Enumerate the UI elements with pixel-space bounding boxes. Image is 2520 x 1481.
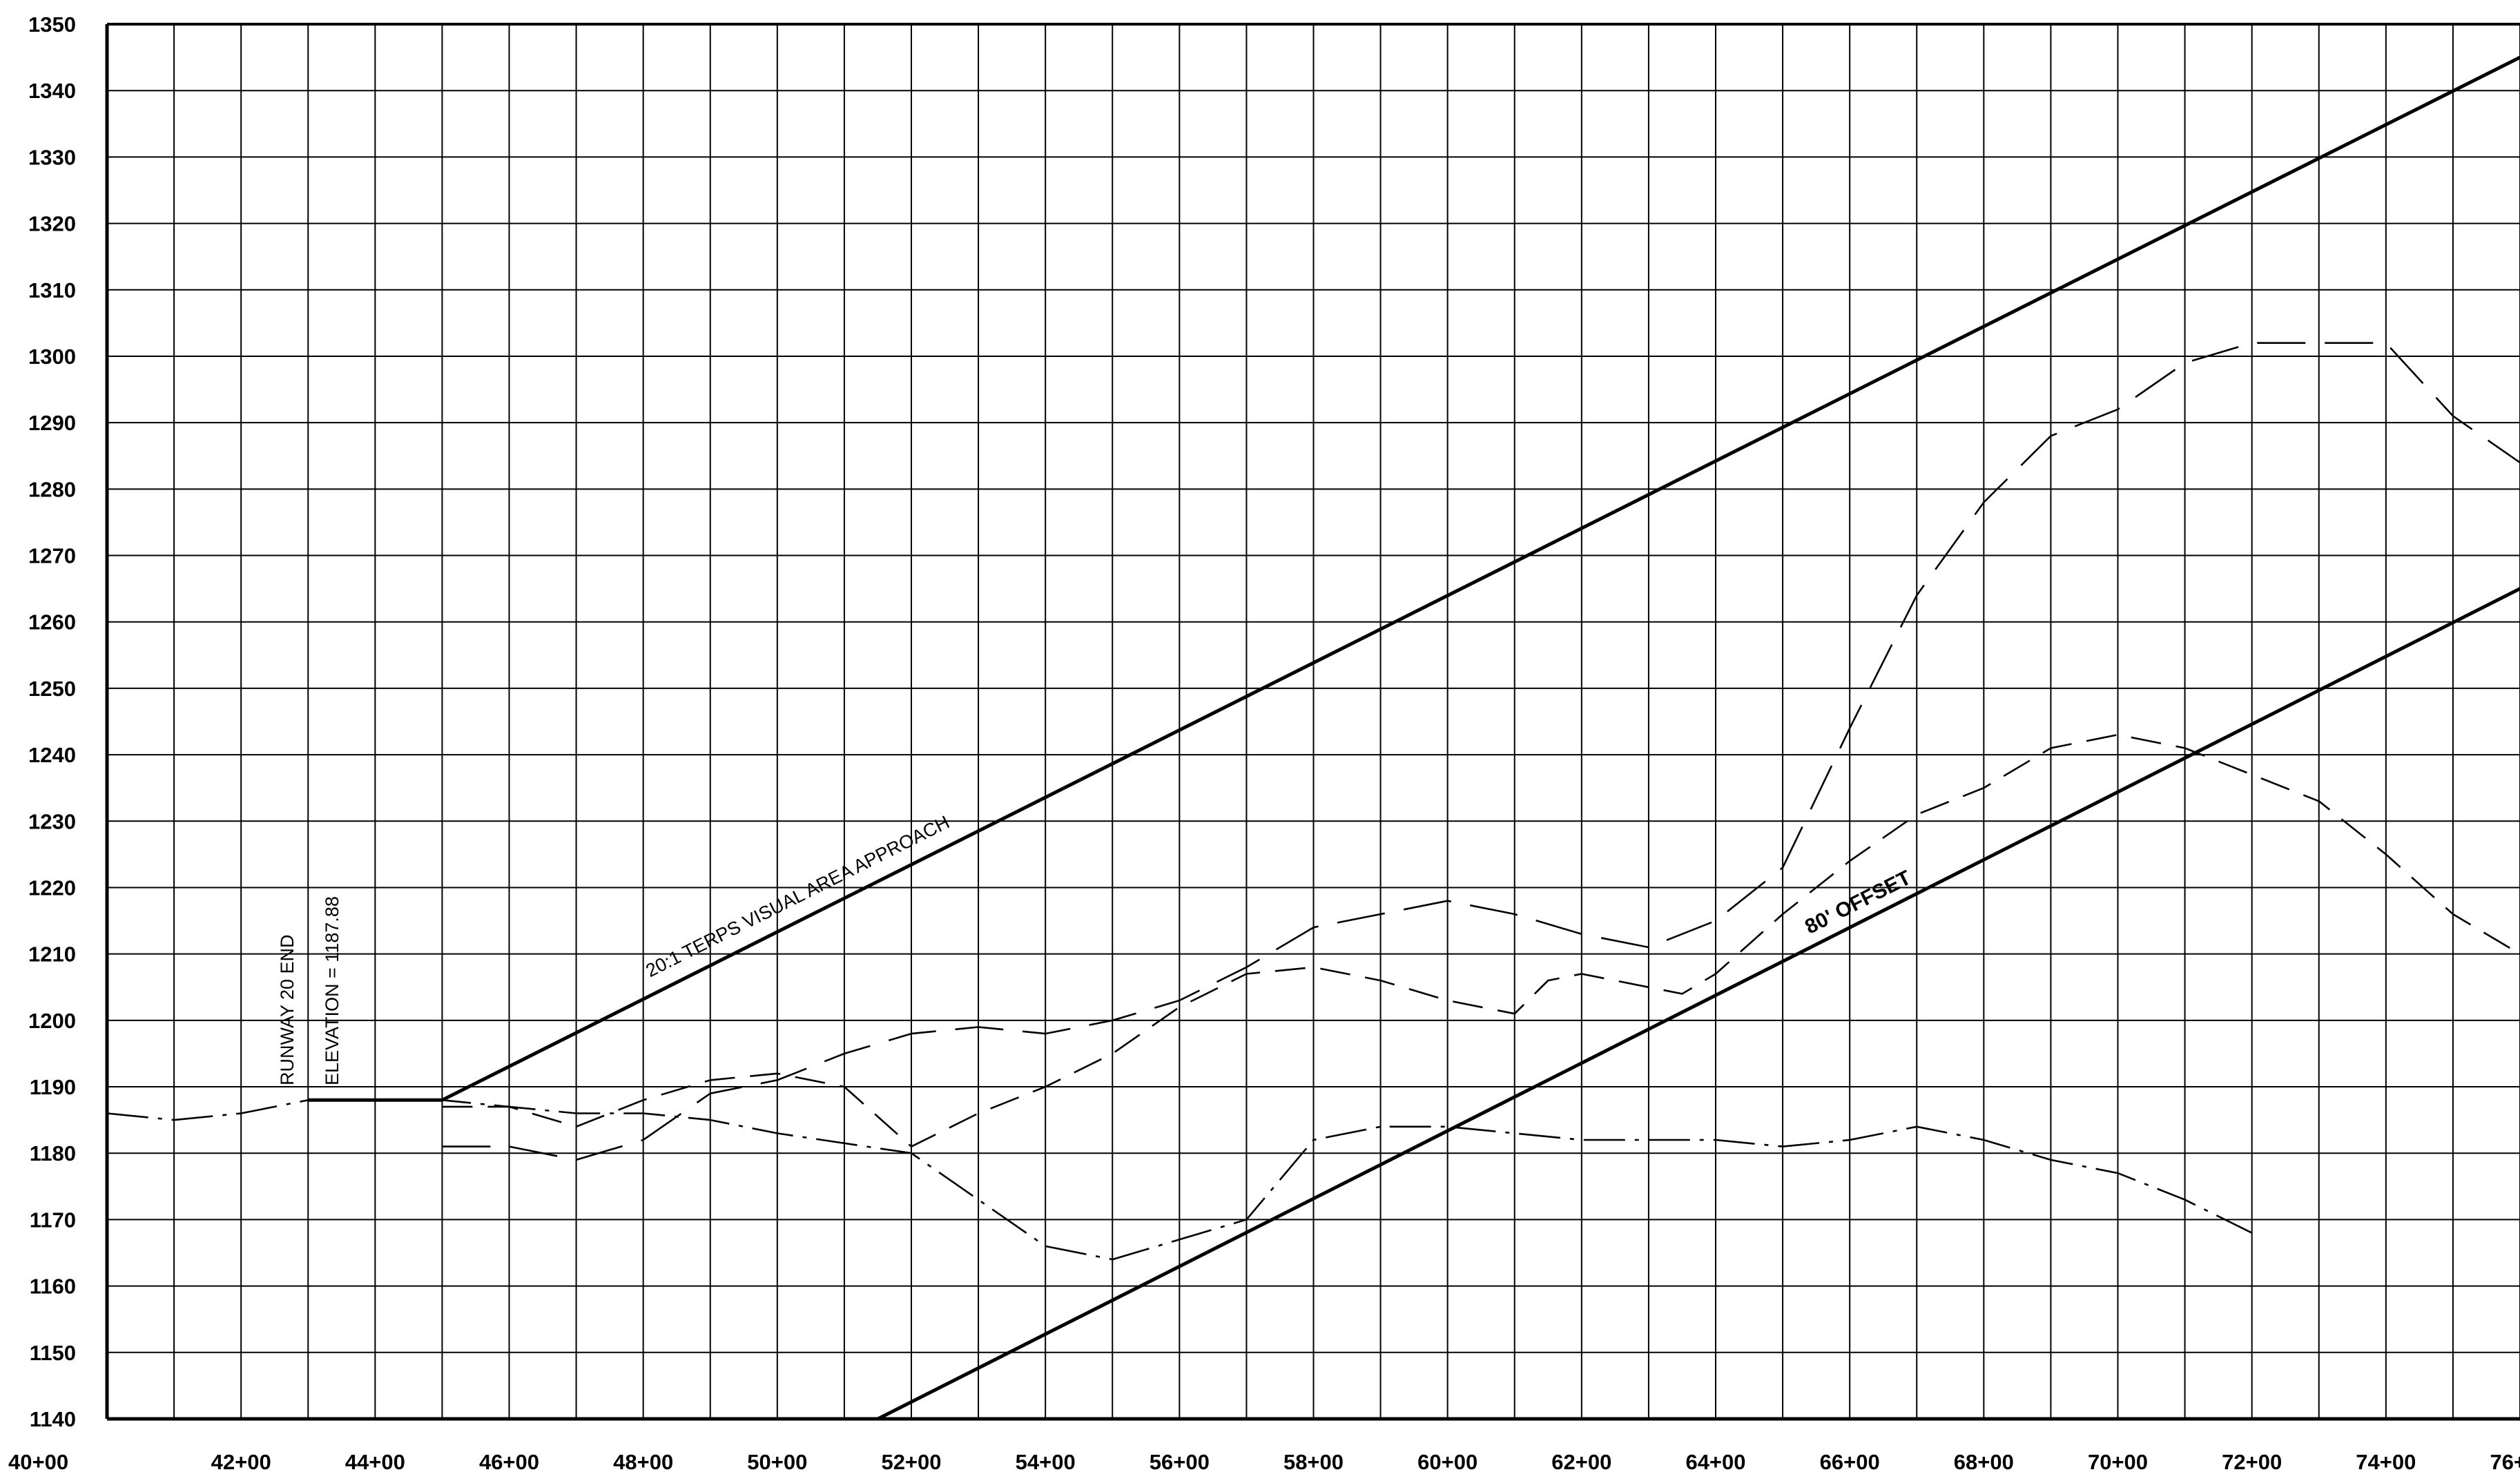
- y-tick-label: 1330: [28, 145, 76, 169]
- y-tick-label: 1300: [28, 345, 76, 369]
- x-tick-label: 68+00: [1954, 1450, 2014, 1474]
- y-tick-label: 1240: [28, 743, 76, 767]
- y-tick-label: 1210: [28, 942, 76, 967]
- runway-end-label: RUNWAY 20 END: [277, 934, 298, 1085]
- x-tick-label: 50+00: [747, 1450, 807, 1474]
- x-tick-label: 60+00: [1417, 1450, 1477, 1474]
- y-tick-label: 1160: [30, 1275, 76, 1299]
- y-tick-label: 1250: [28, 677, 76, 701]
- y-tick-label: 1260: [28, 610, 76, 635]
- x-tick-label: 54+00: [1016, 1450, 1076, 1474]
- y-tick-label: 1150: [30, 1341, 76, 1365]
- grid: [106, 23, 2520, 1420]
- x-tick-label: 42+00: [211, 1450, 271, 1474]
- y-tick-label: 1190: [30, 1075, 76, 1099]
- x-tick-label: 40+00: [8, 1450, 68, 1474]
- y-tick-label: 1170: [30, 1208, 76, 1232]
- series-line-2: [877, 587, 2520, 1421]
- x-tick-label: 48+00: [613, 1450, 673, 1474]
- y-tick-label: 1200: [28, 1009, 76, 1033]
- x-tick-label: 62+00: [1551, 1450, 1611, 1474]
- x-tick-label: 46+00: [479, 1450, 539, 1474]
- x-tick-label: 58+00: [1283, 1450, 1344, 1474]
- series-group: [106, 55, 2520, 1421]
- x-tick-label: 74+00: [2356, 1450, 2416, 1474]
- series-line-4: [442, 342, 2520, 1161]
- tick-labels: 1140 1150 1160 1170 1180 1190 1200 1210 1220 1230…: [8, 12, 2520, 1474]
- axes: [105, 23, 2520, 1421]
- x-tick-label: 70+00: [2088, 1450, 2148, 1474]
- y-tick-label: 1280: [28, 477, 76, 501]
- y-tick-label: 1230: [28, 809, 76, 833]
- y-tick-label: 1220: [28, 875, 76, 900]
- y-tick-label: 1350: [28, 12, 76, 37]
- x-tick-label: 64+00: [1685, 1450, 1745, 1474]
- x-tick-label: 56+00: [1150, 1450, 1210, 1474]
- y-tick-label: 1180: [30, 1141, 76, 1165]
- y-tick-label: 1320: [28, 212, 76, 236]
- x-tick-label: 44+00: [345, 1450, 405, 1474]
- y-tick-label: 1310: [28, 278, 76, 302]
- elevation-label: ELEVATION = 1187.88: [322, 896, 342, 1085]
- x-tick-label: 76+00: [2490, 1450, 2520, 1474]
- y-tick-label: 1140: [30, 1407, 76, 1431]
- x-tick-label: 52+00: [881, 1450, 941, 1474]
- y-tick-label: 1270: [28, 544, 76, 568]
- x-tick-label: 66+00: [1820, 1450, 1880, 1474]
- x-tick-label: 72+00: [2222, 1450, 2282, 1474]
- y-tick-label: 1340: [28, 79, 76, 103]
- series-line-5: [442, 733, 2520, 1148]
- y-tick-label: 1290: [28, 411, 76, 435]
